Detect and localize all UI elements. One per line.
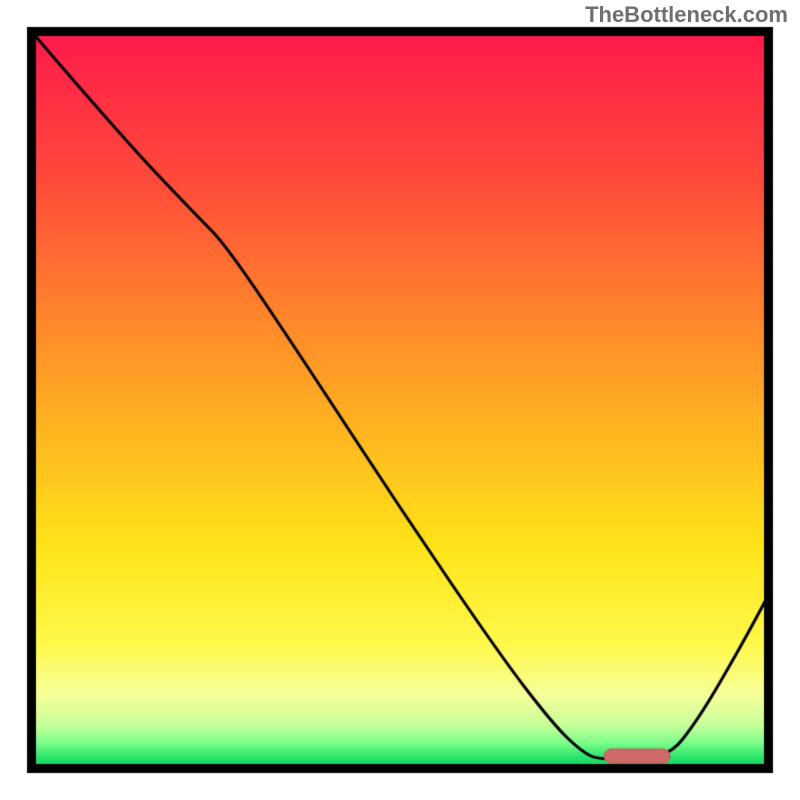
chart-stage: TheBottleneck.com [0, 0, 800, 800]
watermark-text: TheBottleneck.com [585, 2, 788, 28]
bottleneck-chart-canvas [0, 0, 800, 800]
